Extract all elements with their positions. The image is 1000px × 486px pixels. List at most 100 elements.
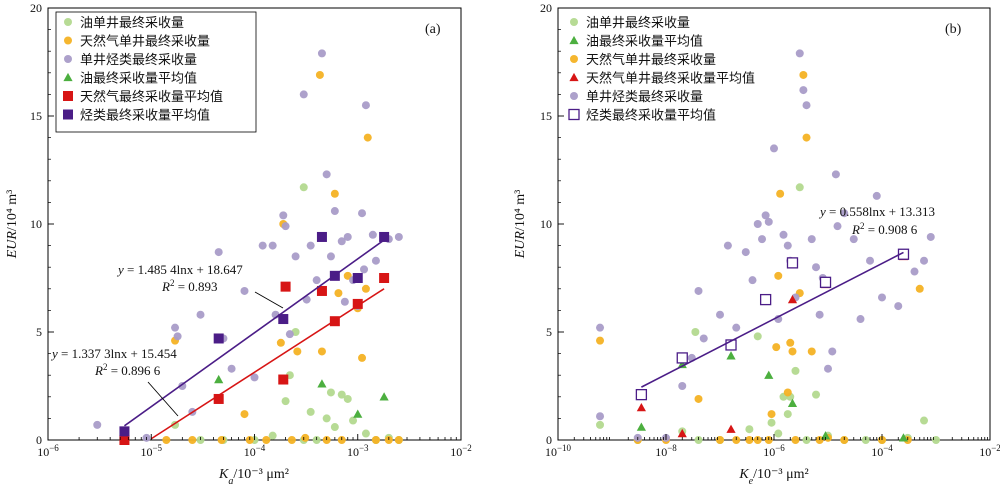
data-point: [379, 392, 389, 401]
data-point: [772, 343, 781, 352]
data-point: [894, 302, 903, 311]
data-point: [770, 144, 778, 153]
data-point: [343, 271, 352, 280]
data-point: [833, 222, 842, 231]
legend-label: 单井烃类最终采收量: [586, 89, 703, 105]
data-point: [898, 433, 909, 442]
data-point: [371, 436, 380, 444]
data-point: [795, 183, 804, 192]
data-point: [213, 333, 224, 344]
data-point: [293, 347, 302, 356]
legend: 油单井最终采收量油最终采收量平均值天然气单井最终采收量天然气单井最终采收量平均值…: [568, 15, 755, 124]
data-point: [596, 323, 605, 332]
fit-line: [123, 239, 385, 427]
data-point: [699, 334, 708, 343]
legend-marker: [569, 35, 579, 45]
data-point: [716, 310, 724, 319]
data-point: [802, 133, 811, 142]
data-point: [119, 426, 130, 437]
data-point: [691, 328, 700, 336]
data-point: [214, 248, 223, 257]
data-point: [786, 338, 795, 347]
fit-r2-hydrocarbon: R2 = 0.893: [161, 278, 218, 294]
x-tick-label: 10−2: [450, 443, 472, 459]
data-point: [636, 422, 646, 431]
data-point: [774, 271, 783, 280]
legend-marker: [63, 109, 73, 120]
legend: 油单井最终采收量天然气单井最终采收量单井烃类最终采收量油最终采收量平均值天然气最…: [63, 15, 223, 124]
data-point: [866, 256, 875, 265]
data-point: [299, 183, 308, 192]
y-tick-label: 15: [540, 109, 552, 123]
data-point: [217, 436, 226, 444]
data-point: [317, 379, 327, 388]
data-point: [337, 390, 346, 399]
data-point: [262, 436, 271, 444]
data-point: [759, 293, 772, 306]
data-point: [337, 237, 346, 246]
data-point: [725, 339, 737, 351]
y-tick-label: 10: [30, 217, 42, 231]
x-tick-label: 10−6: [37, 443, 59, 459]
x-tick-label: 10−6: [763, 443, 785, 459]
legend-label: 天然气单井最终采收量平均值: [586, 71, 755, 87]
data-point: [299, 90, 308, 99]
fit-r2-hydrocarbon: R2 = 0.908 6: [851, 221, 918, 237]
x-axis-title: Ka/10⁻³ μm²: [218, 467, 289, 486]
legend-label: 天然气单井最终采收量: [586, 52, 716, 68]
data-point: [779, 230, 788, 239]
legend-box: [566, 12, 792, 127]
fit-line: [641, 251, 904, 388]
data-point: [878, 293, 886, 302]
legend-marker: [570, 18, 578, 26]
panel-label: (b): [945, 22, 962, 37]
data-point: [281, 222, 290, 231]
data-point: [802, 101, 811, 110]
x-tick-label: 10−5: [140, 443, 162, 459]
data-point: [920, 256, 929, 265]
data-point: [349, 416, 358, 425]
data-point: [787, 295, 798, 304]
data-point: [596, 420, 605, 429]
data-point: [188, 436, 197, 444]
legend-label: 天然气单井最终采收量: [80, 34, 210, 50]
data-point: [371, 256, 380, 265]
data-point: [340, 297, 349, 306]
legend-marker: [63, 72, 73, 82]
data-point: [360, 265, 369, 274]
data-point: [812, 263, 821, 272]
data-point: [819, 276, 832, 288]
y-tick-label: 15: [30, 109, 42, 123]
y-axis-title: EUR/10⁴ m³: [513, 190, 528, 260]
data-point: [764, 217, 773, 226]
data-point: [807, 235, 816, 244]
data-point: [694, 286, 703, 295]
data-point: [330, 189, 339, 198]
y-tick-label: 20: [540, 1, 552, 15]
data-point: [361, 101, 370, 110]
data-point: [776, 189, 785, 198]
data-point: [326, 388, 335, 397]
data-point: [363, 133, 372, 142]
panel-b: 10−10 10−8 10−6 10−4 10−2 0 5 10 15 20 (b) 油单井最终采…: [513, 1, 1000, 486]
legend-label: 天然气最终采收量平均值: [80, 89, 223, 105]
data-point: [926, 232, 935, 241]
data-point: [920, 416, 929, 425]
x-axis-title: Ke/10⁻³ μm²: [738, 467, 808, 486]
data-point: [677, 359, 687, 369]
data-point: [326, 252, 335, 261]
data-point: [872, 191, 881, 200]
data-point: [312, 276, 321, 285]
fit-lines: [641, 251, 904, 388]
data-point: [162, 436, 171, 444]
data-point: [301, 433, 310, 442]
data-point: [726, 351, 736, 360]
data-point: [753, 220, 762, 228]
y-tick-label: 20: [30, 1, 42, 15]
axis-ticks: 10−10 10−8 10−6 10−4 10−2 0 5 10 15 20: [540, 1, 1000, 459]
legend-label: 油单井最终采收量: [80, 15, 184, 31]
data-point: [748, 276, 757, 285]
fit-equation-hydrocarbon: y = 1.485 4lnx + 18.647: [116, 262, 243, 277]
data-point: [196, 310, 205, 319]
data-point: [361, 284, 370, 293]
